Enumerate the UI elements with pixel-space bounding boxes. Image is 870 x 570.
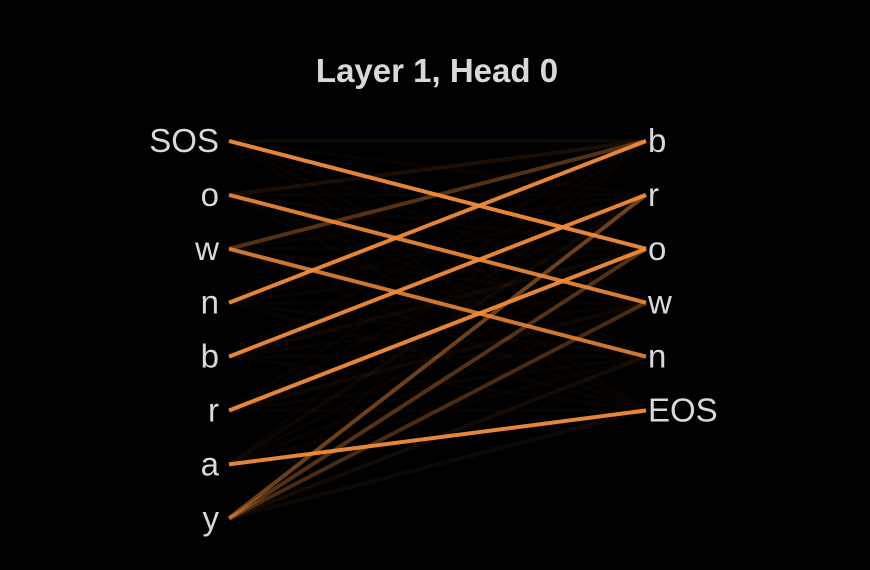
source-token: w <box>194 230 219 267</box>
target-token: b <box>648 122 666 159</box>
attention-line-SOS-to-o <box>228 139 647 251</box>
attention-line-a-to-EOS <box>228 408 647 467</box>
attention-line-b-to-r <box>228 193 647 359</box>
target-token: EOS <box>648 392 718 429</box>
attention-line-w-to-n <box>228 246 647 359</box>
diagram-title: Layer 1, Head 0 <box>316 52 558 89</box>
target-token: w <box>647 284 672 321</box>
source-token: o <box>201 176 219 213</box>
attention-line-n-to-b <box>228 139 647 305</box>
source-token: y <box>203 499 220 536</box>
attention-line-r-to-w <box>228 300 647 413</box>
source-token: b <box>201 338 219 375</box>
attention-line-y-to-o <box>227 247 648 520</box>
attention-line-o-to-w <box>228 192 647 305</box>
target-token: n <box>648 338 666 375</box>
attention-lines <box>227 139 648 521</box>
source-token: SOS <box>149 122 219 159</box>
attention-line-y-to-r <box>227 193 648 520</box>
source-token: a <box>201 445 220 482</box>
attention-line-o-to-b <box>228 139 647 197</box>
target-token: o <box>648 230 666 267</box>
target-token: r <box>648 176 659 213</box>
attention-line-r-to-o <box>228 246 647 413</box>
attention-line-y-to-EOS <box>228 408 647 521</box>
source-token: r <box>208 392 219 429</box>
source-token: n <box>201 284 219 321</box>
